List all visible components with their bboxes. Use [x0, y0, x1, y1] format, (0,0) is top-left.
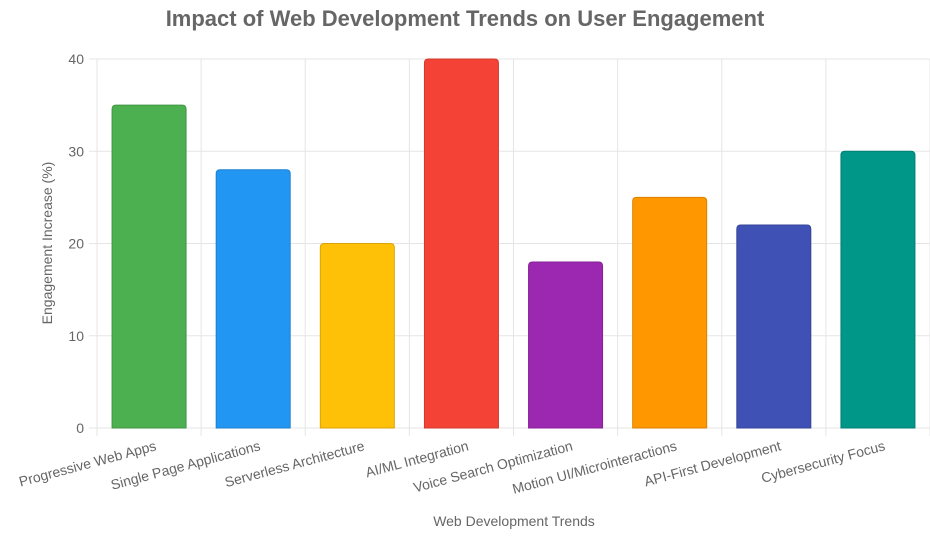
bar — [736, 224, 812, 429]
y-axis-label: Engagement Increase (%) — [39, 162, 55, 325]
x-axis-label: Web Development Trends — [433, 513, 595, 529]
y-tick-label: 40 — [68, 51, 84, 67]
chart-title: Impact of Web Development Trends on User… — [166, 6, 765, 31]
bar — [215, 169, 291, 429]
y-tick-label: 30 — [68, 143, 84, 159]
bars — [111, 58, 916, 429]
bar — [423, 58, 499, 429]
bar — [528, 261, 604, 429]
y-axis-ticks: 0 10 20 30 40 — [68, 51, 84, 436]
y-tick-label: 0 — [76, 420, 84, 436]
y-tick-label: 10 — [68, 328, 84, 344]
bar — [111, 104, 187, 429]
bar — [319, 243, 395, 429]
bar — [632, 196, 708, 429]
y-tick-label: 20 — [68, 236, 84, 252]
bar — [840, 150, 916, 429]
